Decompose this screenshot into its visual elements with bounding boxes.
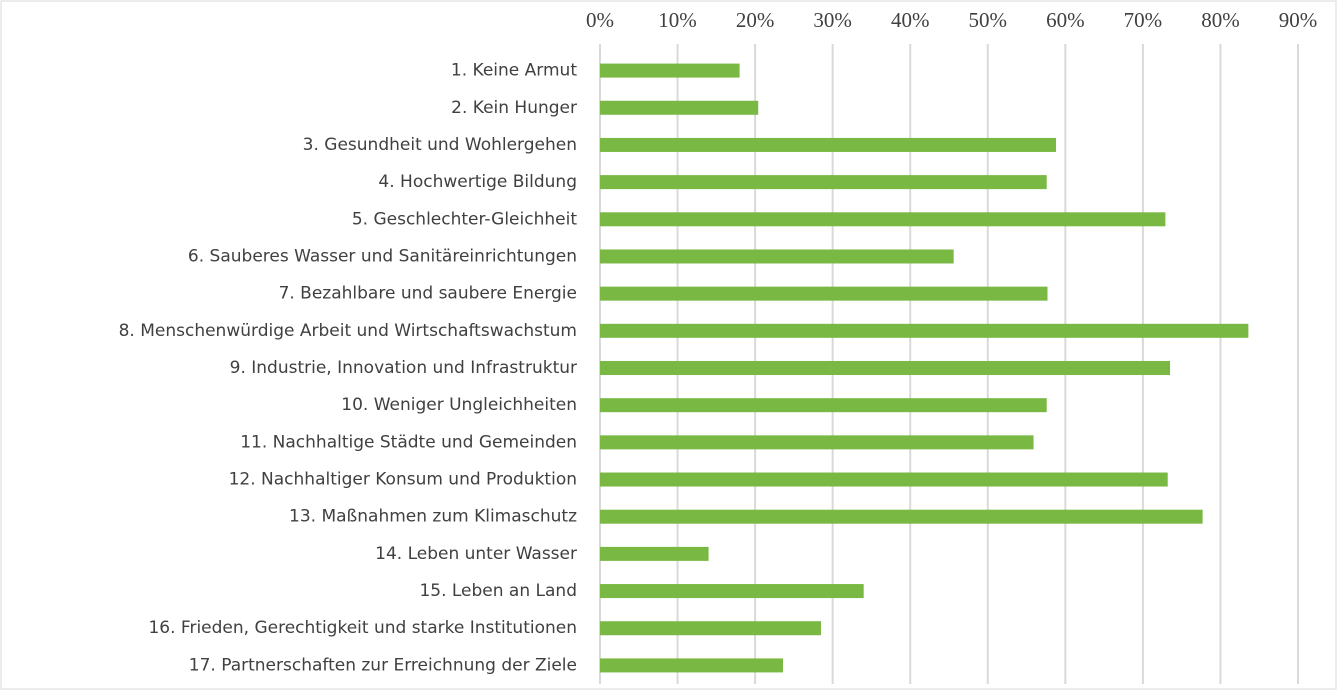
x-tick-label: 30% <box>813 8 852 32</box>
y-tick-label: 15. Leben an Land <box>419 581 577 601</box>
bar <box>600 63 740 78</box>
bar <box>600 249 954 264</box>
bar <box>600 546 709 561</box>
bar <box>600 472 1168 487</box>
y-tick-label: 16. Frieden, Gerechtigkeit und starke In… <box>148 618 577 638</box>
x-tick-label: 20% <box>736 8 775 32</box>
x-tick-label: 90% <box>1279 8 1318 32</box>
x-tick-label: 80% <box>1201 8 1240 32</box>
y-tick-label: 10. Weniger Ungleichheiten <box>341 395 577 415</box>
bar <box>600 212 1166 227</box>
bar <box>600 361 1171 375</box>
y-tick-label: 9. Industrie, Innovation und Infrastrukt… <box>230 358 577 378</box>
bar <box>600 137 1057 152</box>
bar <box>600 658 784 673</box>
y-tick-label: 12. Nachhaltiger Konsum und Produktion <box>229 470 577 490</box>
x-tick-label: 70% <box>1124 8 1163 32</box>
bar <box>600 621 822 636</box>
x-tick-label: 50% <box>969 8 1008 32</box>
bar <box>600 435 1034 450</box>
y-tick-label: 1. Keine Armut <box>451 61 577 81</box>
y-tick-label: 8. Menschenwürdige Arbeit und Wirtschaft… <box>119 321 577 341</box>
bar <box>600 398 1047 413</box>
x-tick-label: 60% <box>1046 8 1085 32</box>
y-tick-label: 2. Kein Hunger <box>451 98 577 118</box>
y-tick-label: 6. Sauberes Wasser und Sanitäreinrichtun… <box>188 246 577 266</box>
bar <box>600 323 1249 338</box>
y-tick-label: 11. Nachhaltige Städte und Gemeinden <box>240 432 577 452</box>
bar <box>600 584 864 599</box>
bar <box>600 175 1047 190</box>
y-tick-label: 14. Leben unter Wasser <box>375 544 577 564</box>
y-tick-label: 7. Bezahlbare und saubere Energie <box>279 284 577 304</box>
y-tick-label: 5. Geschlechter-Gleichheit <box>352 209 577 229</box>
x-tick-label: 40% <box>891 8 930 32</box>
bar <box>600 286 1048 301</box>
y-tick-label: 17. Partnerschaften zur Erreichnung der … <box>189 655 577 675</box>
y-tick-label: 3. Gesundheit und Wohlergehen <box>303 135 577 155</box>
bar <box>600 509 1203 524</box>
bar <box>600 100 759 115</box>
x-tick-label: 0% <box>586 8 614 32</box>
x-tick-label: 10% <box>658 8 697 32</box>
y-tick-label: 13. Maßnahmen zum Klimaschutz <box>289 507 577 527</box>
y-tick-label: 4. Hochwertige Bildung <box>378 172 577 192</box>
